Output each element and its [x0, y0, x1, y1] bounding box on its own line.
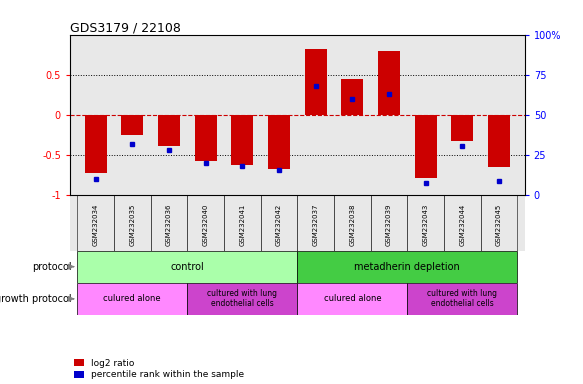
Bar	[481, 195, 517, 250]
Bar	[297, 250, 517, 283]
Bar	[187, 283, 297, 315]
Bar	[334, 195, 371, 250]
Bar	[187, 195, 224, 250]
Text: cultured with lung
endothelial cells: cultured with lung endothelial cells	[208, 289, 278, 308]
Bar	[78, 283, 187, 315]
Text: GSM232041: GSM232041	[239, 204, 245, 246]
Bar	[78, 195, 114, 250]
Bar	[297, 283, 408, 315]
Bar	[378, 51, 400, 115]
Text: growth protocol: growth protocol	[0, 294, 72, 304]
Text: GSM232044: GSM232044	[459, 204, 465, 246]
Bar	[158, 115, 180, 146]
Bar	[451, 115, 473, 141]
Bar	[114, 195, 150, 250]
Bar	[341, 79, 363, 115]
Bar	[261, 195, 297, 250]
Bar	[121, 115, 143, 135]
Bar	[488, 115, 510, 167]
Text: GSM232043: GSM232043	[423, 204, 429, 246]
Bar	[371, 195, 408, 250]
Text: GSM232036: GSM232036	[166, 204, 172, 246]
Bar	[415, 115, 437, 178]
Bar	[297, 195, 334, 250]
Bar	[408, 283, 517, 315]
Text: metadherin depletion: metadherin depletion	[354, 262, 460, 271]
Bar	[150, 195, 187, 250]
Text: GSM232039: GSM232039	[386, 204, 392, 246]
Text: GSM232040: GSM232040	[203, 204, 209, 246]
Text: culured alone: culured alone	[324, 294, 381, 303]
Bar	[268, 115, 290, 169]
Text: GSM232037: GSM232037	[312, 204, 319, 246]
Bar	[195, 115, 217, 161]
Bar	[224, 195, 261, 250]
Text: GSM232038: GSM232038	[349, 204, 356, 246]
Bar	[231, 115, 254, 165]
Text: GSM232045: GSM232045	[496, 204, 502, 246]
Text: GSM232034: GSM232034	[93, 204, 99, 246]
Legend: log2 ratio, percentile rank within the sample: log2 ratio, percentile rank within the s…	[75, 359, 244, 379]
Bar	[85, 115, 107, 173]
Text: GSM232035: GSM232035	[129, 204, 135, 246]
Bar	[305, 49, 326, 115]
Text: culured alone: culured alone	[104, 294, 161, 303]
Text: cultured with lung
endothelial cells: cultured with lung endothelial cells	[427, 289, 497, 308]
Text: GDS3179 / 22108: GDS3179 / 22108	[70, 22, 181, 35]
Bar	[444, 195, 481, 250]
Text: protocol: protocol	[32, 262, 72, 271]
Text: GSM232042: GSM232042	[276, 204, 282, 246]
Bar	[78, 250, 297, 283]
Text: control: control	[170, 262, 204, 271]
Bar	[408, 195, 444, 250]
